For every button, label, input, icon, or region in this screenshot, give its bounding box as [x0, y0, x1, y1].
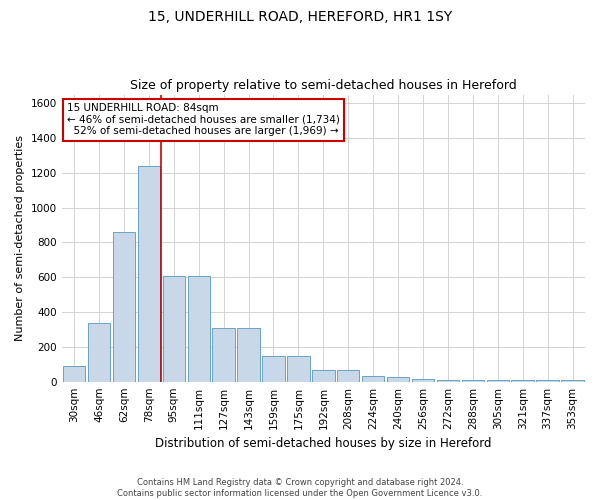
Bar: [312, 370, 335, 382]
Bar: [163, 276, 185, 382]
Bar: [362, 376, 385, 382]
Bar: [88, 324, 110, 382]
Bar: [287, 356, 310, 382]
Text: 15, UNDERHILL ROAD, HEREFORD, HR1 1SY: 15, UNDERHILL ROAD, HEREFORD, HR1 1SY: [148, 10, 452, 24]
X-axis label: Distribution of semi-detached houses by size in Hereford: Distribution of semi-detached houses by …: [155, 437, 491, 450]
Bar: [262, 356, 285, 382]
Y-axis label: Number of semi-detached properties: Number of semi-detached properties: [15, 135, 25, 341]
Bar: [487, 380, 509, 382]
Bar: [63, 366, 85, 382]
Bar: [562, 380, 584, 382]
Bar: [437, 380, 459, 382]
Text: 15 UNDERHILL ROAD: 84sqm
← 46% of semi-detached houses are smaller (1,734)
  52%: 15 UNDERHILL ROAD: 84sqm ← 46% of semi-d…: [67, 103, 340, 136]
Bar: [137, 166, 160, 382]
Bar: [412, 379, 434, 382]
Bar: [212, 328, 235, 382]
Bar: [461, 380, 484, 382]
Bar: [536, 380, 559, 382]
Bar: [113, 232, 135, 382]
Text: Contains HM Land Registry data © Crown copyright and database right 2024.
Contai: Contains HM Land Registry data © Crown c…: [118, 478, 482, 498]
Bar: [337, 370, 359, 382]
Bar: [387, 378, 409, 382]
Bar: [188, 276, 210, 382]
Bar: [511, 380, 534, 382]
Bar: [238, 328, 260, 382]
Title: Size of property relative to semi-detached houses in Hereford: Size of property relative to semi-detach…: [130, 79, 517, 92]
